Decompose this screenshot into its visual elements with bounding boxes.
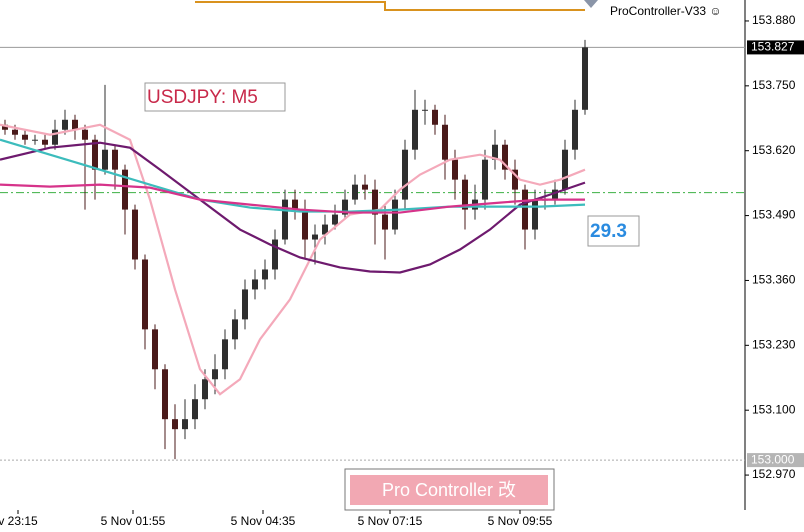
candle-body xyxy=(382,214,388,230)
symbol-label: USDJPY: M5 xyxy=(147,87,258,108)
candle-body xyxy=(342,199,348,215)
candle-body xyxy=(352,184,358,200)
candle-body xyxy=(432,109,438,125)
value-box xyxy=(587,215,640,247)
candle-body xyxy=(462,179,468,210)
candle-body xyxy=(232,319,238,340)
candle-body xyxy=(52,129,58,145)
candle-body xyxy=(2,124,8,130)
candle-body xyxy=(512,169,518,190)
y-tick-label: 153.880 xyxy=(752,13,796,27)
candle-body xyxy=(252,279,258,290)
y-tick-label: 153.360 xyxy=(752,273,796,287)
candle-body xyxy=(142,259,148,330)
candle-body xyxy=(492,144,498,160)
candle-body xyxy=(422,109,428,111)
candle-body xyxy=(522,189,528,230)
moving-average xyxy=(0,138,586,213)
y-tick-label: 152.970 xyxy=(752,467,796,481)
candle-body xyxy=(372,189,378,215)
candle-body xyxy=(82,129,88,140)
moving-average xyxy=(0,183,585,214)
y-tick-label: 153.100 xyxy=(752,402,796,416)
candle-body xyxy=(32,139,38,141)
candle-body xyxy=(282,199,288,240)
candle-body xyxy=(262,269,268,280)
candle-body xyxy=(92,139,98,170)
candle-body xyxy=(332,214,338,225)
candle-body xyxy=(502,144,508,170)
x-tick-label: 5 Nov 01:55 xyxy=(101,514,166,528)
indicator-value: 29.3 xyxy=(590,221,627,242)
candle-body xyxy=(172,419,178,430)
candle-body xyxy=(302,209,308,240)
button[interactable] xyxy=(350,475,548,505)
candle-body xyxy=(582,47,588,110)
candle-body xyxy=(62,119,68,130)
y-tick-label: 153.620 xyxy=(752,143,796,157)
level-label-box xyxy=(747,453,804,468)
candle-body xyxy=(112,149,118,170)
candle-body xyxy=(22,134,28,140)
candle-body xyxy=(392,199,398,230)
candle-body xyxy=(292,199,298,210)
candle-body xyxy=(202,379,208,400)
candle-body xyxy=(572,109,578,150)
candle-body xyxy=(272,239,278,270)
y-tick-label: 153.490 xyxy=(752,208,796,222)
candle-body xyxy=(402,149,408,200)
candle-body xyxy=(42,139,48,145)
y-tick-label: 153.230 xyxy=(752,337,796,351)
button-label[interactable]: Pro Controller 改 xyxy=(382,480,516,500)
candle-body xyxy=(162,369,168,420)
moving-average xyxy=(0,141,586,274)
candle-body xyxy=(552,189,558,200)
candle-body xyxy=(312,234,318,240)
candle-body xyxy=(212,369,218,380)
candle-body xyxy=(122,169,128,210)
y-tick-label: 153.750 xyxy=(752,78,796,92)
candle-body xyxy=(362,184,368,190)
candle-body xyxy=(152,329,158,370)
x-tick-label: 5 Nov 07:15 xyxy=(358,514,423,528)
candle-body xyxy=(102,149,108,170)
moving-average xyxy=(0,123,586,396)
current-price-box xyxy=(747,40,804,55)
indicator-name: ProController-V33 ☺ xyxy=(610,4,722,18)
level-label: 153.000 xyxy=(751,452,795,466)
candle-body xyxy=(442,124,448,160)
candle-body xyxy=(452,159,458,180)
indicator-line xyxy=(195,1,585,11)
candle-body xyxy=(192,399,198,420)
indicator-marker xyxy=(584,0,598,8)
x-tick-label: 5 Nov 04:35 xyxy=(231,514,296,528)
candle-body xyxy=(222,339,228,370)
candle-body xyxy=(132,209,138,260)
candle-body xyxy=(12,129,18,135)
candle-body xyxy=(532,199,538,230)
x-tick-label: 5 Nov 09:55 xyxy=(488,514,553,528)
current-price-label: 153.827 xyxy=(751,40,795,54)
candle-body xyxy=(322,224,328,235)
candle-body xyxy=(482,159,488,200)
candle-body xyxy=(562,149,568,190)
symbol-box xyxy=(144,82,286,112)
x-tick-label: v 23:15 xyxy=(0,514,38,528)
candle-body xyxy=(72,119,78,130)
candle-body xyxy=(182,419,188,430)
candle-body xyxy=(412,109,418,150)
candle-body xyxy=(242,289,248,320)
